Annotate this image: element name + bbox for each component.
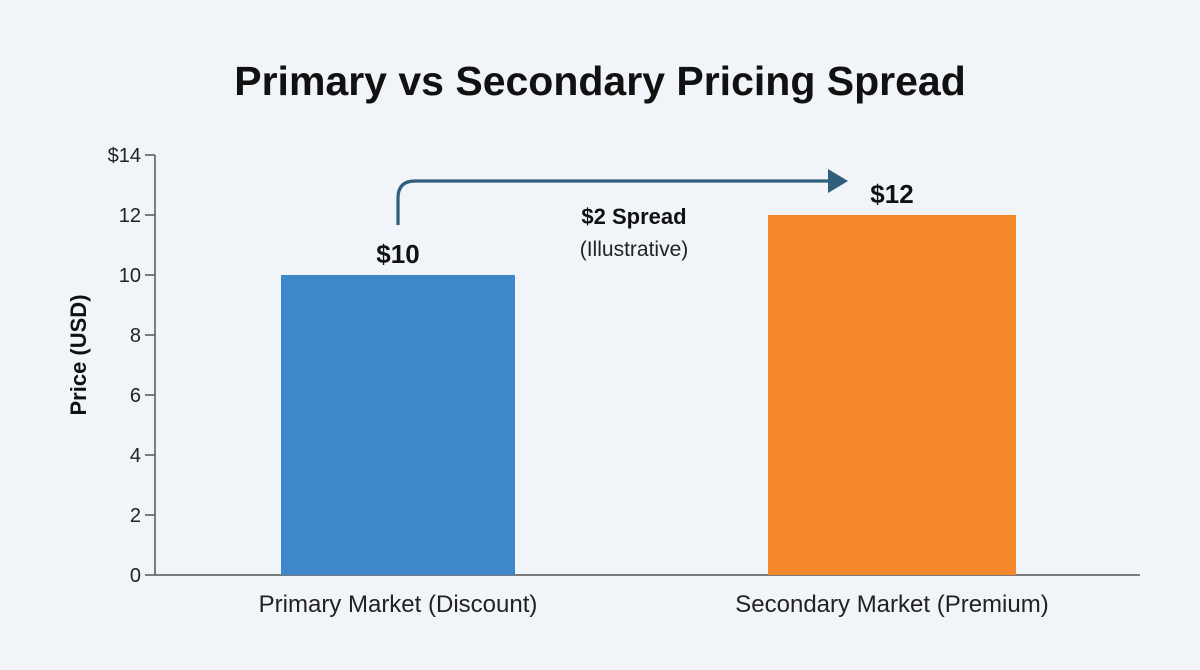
y-axis-title: Price (USD): [66, 294, 91, 415]
y-axis-ticks: 0 2 4 6 8 10 12 $14: [108, 145, 155, 587]
y-tick-label: 12: [119, 205, 141, 227]
y-tick-label: 6: [130, 385, 141, 407]
y-tick-label: 0: [130, 565, 141, 587]
chart-title: Primary vs Secondary Pricing Spread: [234, 58, 966, 104]
y-tick-label: 10: [119, 265, 141, 287]
spread-annotation-label: $2 Spread: [581, 204, 686, 229]
secondary-market-value-label: $12: [870, 179, 913, 209]
data-labels: $10 $12: [376, 179, 913, 269]
spread-arrowhead: [828, 169, 848, 193]
primary-market-bar: [281, 275, 515, 575]
x-axis-labels: Primary Market (Discount) Secondary Marke…: [259, 591, 1049, 618]
spread-annotation-note: (Illustrative): [580, 238, 689, 261]
bars: [281, 215, 1016, 575]
y-tick-label: $14: [108, 145, 141, 167]
secondary-market-bar: [768, 215, 1016, 575]
primary-market-value-label: $10: [376, 239, 419, 269]
y-tick-label: 2: [130, 505, 141, 527]
primary-market-label: Primary Market (Discount): [259, 591, 538, 618]
y-tick-label: 4: [130, 445, 141, 467]
spread-arrow: [396, 179, 830, 225]
secondary-market-label: Secondary Market (Premium): [735, 591, 1048, 618]
y-tick-label: 8: [130, 325, 141, 347]
